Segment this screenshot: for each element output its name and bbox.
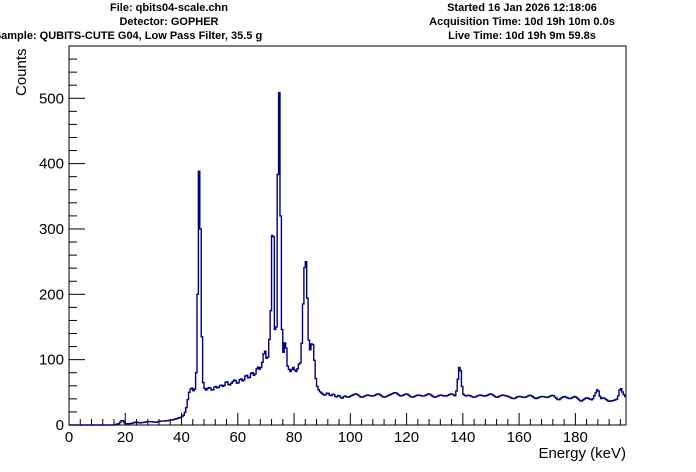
file-label: File: qbits04-scale.chn [110, 2, 228, 14]
y-tick-label: 0 [56, 417, 64, 434]
x-tick-label: 0 [65, 429, 73, 446]
live-time-label: Live Time: 10d 19h 9m 59.8s [448, 30, 596, 42]
x-tick-label: 120 [394, 429, 419, 446]
x-tick-label: 160 [507, 429, 532, 446]
y-tick-label: 300 [39, 221, 64, 238]
axis-ticks [68, 45, 621, 426]
detector-label: Detector: GOPHER [119, 16, 219, 28]
x-tick-label: 80 [286, 429, 303, 446]
plot-border [68, 45, 627, 426]
sample-label: Sample: QUBITS-CUTE G04, Low Pass Filter… [0, 30, 263, 42]
spectrum-series [69, 91, 626, 426]
x-tick-label: 100 [338, 429, 363, 446]
acquisition-time-label: Acquisition Time: 10d 19h 10m 0.0s [429, 16, 615, 28]
started-label: Started 16 Jan 2026 12:18:06 [447, 2, 597, 14]
x-tick-label: 60 [229, 429, 246, 446]
y-tick-label: 400 [39, 156, 64, 173]
tick-labels: 0 20 40 60 80 100 120 140 160 180 0 100 200 300 400 500 [39, 90, 588, 446]
spectrum-line [69, 91, 626, 426]
x-axis-title: Energy (keV) [538, 445, 626, 462]
y-tick-label: 200 [39, 286, 64, 303]
plot-frame [68, 45, 627, 426]
x-tick-label: 180 [563, 429, 588, 446]
y-tick-label: 500 [39, 90, 64, 107]
x-tick-label: 140 [450, 429, 475, 446]
y-axis-title: Counts [13, 48, 30, 96]
y-tick-label: 100 [39, 352, 64, 369]
x-tick-label: 20 [117, 429, 134, 446]
x-tick-label: 40 [173, 429, 190, 446]
